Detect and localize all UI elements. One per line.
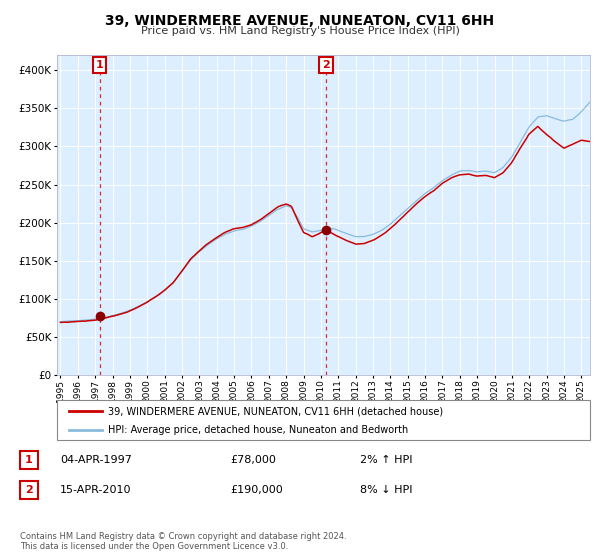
- Text: £78,000: £78,000: [230, 455, 276, 465]
- Text: 2: 2: [25, 485, 33, 495]
- Text: 1: 1: [25, 455, 33, 465]
- Text: Contains HM Land Registry data © Crown copyright and database right 2024.
This d: Contains HM Land Registry data © Crown c…: [20, 532, 347, 552]
- Text: Price paid vs. HM Land Registry's House Price Index (HPI): Price paid vs. HM Land Registry's House …: [140, 26, 460, 36]
- Text: 15-APR-2010: 15-APR-2010: [60, 485, 131, 495]
- Text: 2% ↑ HPI: 2% ↑ HPI: [360, 455, 413, 465]
- Text: 2: 2: [322, 60, 330, 70]
- Text: 8% ↓ HPI: 8% ↓ HPI: [360, 485, 413, 495]
- Text: 1: 1: [95, 60, 103, 70]
- Text: 39, WINDERMERE AVENUE, NUNEATON, CV11 6HH: 39, WINDERMERE AVENUE, NUNEATON, CV11 6H…: [106, 14, 494, 28]
- Text: 39, WINDERMERE AVENUE, NUNEATON, CV11 6HH (detached house): 39, WINDERMERE AVENUE, NUNEATON, CV11 6H…: [108, 406, 443, 416]
- Text: £190,000: £190,000: [230, 485, 283, 495]
- Text: HPI: Average price, detached house, Nuneaton and Bedworth: HPI: Average price, detached house, Nune…: [108, 425, 408, 435]
- Text: 04-APR-1997: 04-APR-1997: [60, 455, 132, 465]
